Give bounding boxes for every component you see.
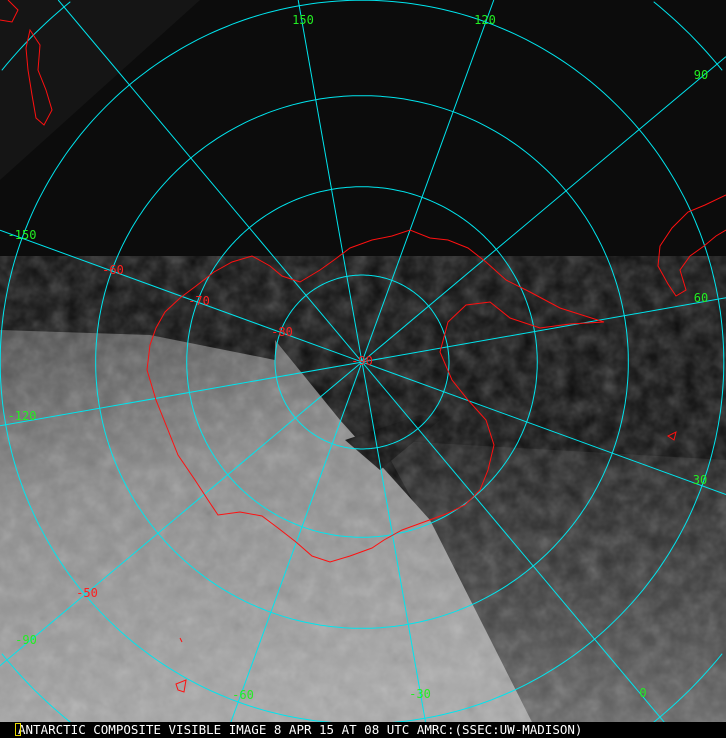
lon-label-90: 90: [693, 68, 709, 82]
imagery-topleft-swath: [0, 0, 200, 180]
latitude-circle: [95, 95, 629, 629]
lon-label-minus90: -90: [15, 633, 37, 647]
meridian-line: [362, 361, 726, 495]
lon-label-minus60: -60: [232, 688, 254, 702]
lon-label-30: 30: [692, 473, 708, 487]
lon-label-150: 150: [292, 13, 314, 27]
meridian-line: [297, 0, 363, 362]
latitude-circle: [186, 186, 538, 538]
coastline-antarctica: [146, 229, 605, 563]
lat-label-minus80: -80: [271, 325, 293, 339]
coastline-tasmania-australia: [0, 0, 53, 126]
meridian-line: [57, 0, 362, 362]
latitude-circle: [274, 274, 450, 450]
meridian-line: [362, 362, 678, 738]
coastline-south-america: [657, 194, 726, 297]
lon-label-0: 0: [639, 686, 647, 700]
lon-label-60: 60: [693, 291, 709, 305]
meridian-line: [0, 362, 362, 667]
meridian-line: [361, 362, 429, 738]
text-cursor-icon: [15, 723, 21, 736]
lat-label-minus60: -60: [102, 263, 124, 277]
cloud-texture: [0, 300, 726, 738]
meridian-line: [0, 361, 362, 427]
lon-label-minus150: -150: [7, 228, 37, 242]
image-caption: ANTARCTIC COMPOSITE VISIBLE IMAGE 8 APR …: [0, 722, 726, 738]
meridian-line: [362, 56, 726, 362]
meridian-line: [224, 362, 363, 738]
coastline-islands: [175, 431, 677, 693]
lon-label-120: 120: [474, 13, 496, 27]
lon-label-minus30: -30: [409, 687, 431, 701]
lat-label-minus50: -50: [76, 586, 98, 600]
lat-label-minus70: -70: [188, 294, 210, 308]
coastlines: [0, 0, 726, 693]
meridian-line: [0, 229, 362, 363]
meridian-line: [362, 297, 726, 363]
lat-label-minus90: -90: [351, 354, 373, 368]
meridian-line: [361, 0, 495, 362]
lon-label-minus120: -120: [7, 409, 37, 423]
